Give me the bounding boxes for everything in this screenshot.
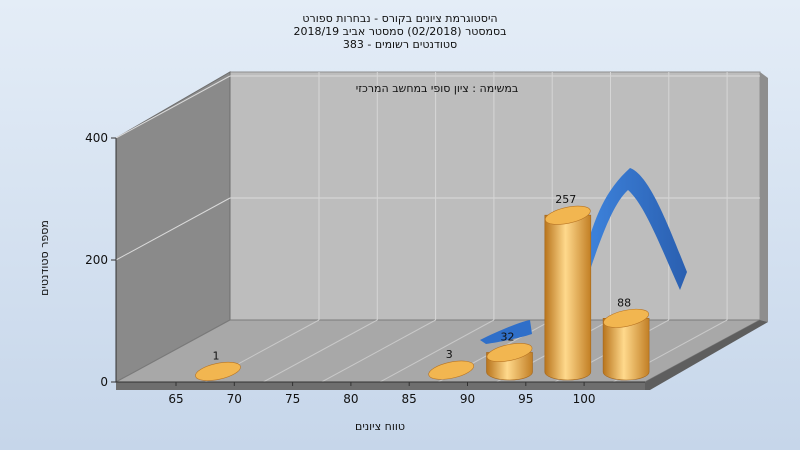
x-tick-label: 75: [285, 392, 300, 406]
chart-annotation: במשימה : ציון סופי במחשב המרכזי: [356, 82, 519, 95]
bar-90: [486, 343, 533, 381]
bar-cap: [428, 360, 475, 380]
grid-line-left: [115, 75, 231, 139]
x-tick-label: 65: [168, 392, 183, 406]
bar-65: [195, 361, 241, 381]
y-ticks: 0 200 400: [85, 131, 116, 389]
x-tick-label: 90: [460, 392, 475, 406]
chart-title: היסטוגרמת ציונים בקורס - נבחרות ספורט בס…: [293, 12, 506, 51]
distribution-curve: [578, 168, 687, 290]
x-ticks: 65 70 75 80 85 90 95 100: [168, 382, 596, 406]
x-tick-label: 80: [343, 392, 358, 406]
grid-line-floor: [379, 319, 495, 383]
y-tick-label: 0: [100, 375, 108, 389]
x-tick-label: 70: [227, 392, 242, 406]
grid-line-left: [115, 197, 231, 261]
x-axis-label: טווח ציונים: [355, 420, 405, 433]
y-tick-label: 200: [85, 253, 108, 267]
bar-cap: [544, 205, 591, 225]
data-label-65: 1: [213, 349, 220, 362]
title-line-2: בסמסטר (02/2018) סמסטר אביב 2018/19: [293, 25, 506, 38]
bars: [195, 205, 650, 381]
bar-100: [602, 308, 650, 381]
title-line-1: היסטוגרמת ציונים בקורס - נבחרות ספורט: [302, 12, 497, 25]
x-tick-label: 100: [573, 392, 596, 406]
data-label-90: 32: [501, 330, 515, 343]
grid-line-floor: [263, 319, 378, 383]
title-line-3: 383 - סטודנטים רשומים: [343, 38, 457, 51]
data-label-100: 88: [617, 296, 631, 309]
grid-line-floor: [321, 319, 436, 383]
data-label-85: 3: [446, 348, 453, 361]
y-axis-label: מספר סטודנטים: [38, 220, 51, 296]
distribution-curve-back: [480, 320, 532, 344]
bar-body: [544, 214, 592, 381]
x-tick-label: 85: [402, 392, 417, 406]
bar-cap: [486, 343, 533, 362]
floor-edge: [116, 382, 645, 390]
bar-body: [602, 318, 650, 381]
y-tick-label: 400: [85, 131, 108, 145]
bar-95: [544, 205, 592, 381]
bar-cap: [195, 361, 241, 381]
plot-frame: [115, 71, 768, 390]
bar-cap: [603, 308, 649, 328]
floor-side-edge: [645, 320, 768, 390]
data-label-95: 257: [555, 193, 576, 206]
x-tick-label: 95: [518, 392, 533, 406]
bar-85: [428, 360, 475, 380]
back-wall-edge: [760, 72, 768, 322]
data-labels: 1 3 32 257 88: [213, 193, 632, 362]
